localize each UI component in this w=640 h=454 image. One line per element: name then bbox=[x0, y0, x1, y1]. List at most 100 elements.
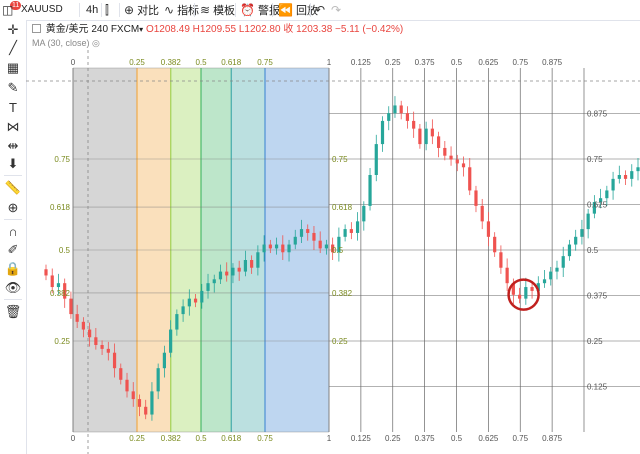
candle-body bbox=[380, 120, 385, 145]
legend-source: FXCM bbox=[110, 24, 140, 35]
circle-annotation bbox=[507, 278, 540, 311]
trash-icon[interactable]: 🗑 bbox=[4, 304, 22, 319]
alert-button[interactable]: ⏰ 警报 bbox=[240, 0, 280, 20]
menu-icon[interactable]: ◫ bbox=[2, 3, 14, 17]
eye-icon[interactable]: 👁 bbox=[4, 280, 22, 295]
candle-body bbox=[119, 368, 123, 380]
fib-price-label-left: 0.382 bbox=[50, 289, 71, 298]
redo-button[interactable]: ↷ bbox=[331, 0, 344, 20]
candle-body bbox=[218, 271, 223, 280]
candle-body bbox=[493, 236, 497, 253]
symbol-search[interactable]: XAUUSD bbox=[21, 4, 63, 15]
text-icon[interactable]: T bbox=[9, 100, 17, 115]
candle-body bbox=[599, 198, 603, 203]
candle-body bbox=[486, 221, 491, 237]
grid-bottom-label: 0.375 bbox=[415, 434, 436, 443]
candle-body bbox=[337, 236, 341, 253]
candle-body bbox=[449, 155, 453, 160]
candle-body bbox=[262, 244, 266, 253]
trend-line-icon[interactable]: ╱ bbox=[9, 40, 17, 55]
fib-price-label-right: 0.75 bbox=[332, 155, 348, 164]
collapse-icon[interactable] bbox=[32, 24, 41, 33]
candle-body bbox=[44, 269, 48, 276]
candle-body bbox=[56, 283, 61, 288]
grid-top-label: 0.75 bbox=[512, 58, 528, 67]
indicators-button[interactable]: ∿ 指标 bbox=[164, 0, 199, 20]
candle-body bbox=[137, 399, 142, 407]
lock-icon[interactable]: 🔒 bbox=[4, 261, 22, 276]
candle-body bbox=[405, 113, 410, 121]
grid-price-label: 0.125 bbox=[587, 383, 608, 392]
chart-canvas[interactable]: 0 0 0.25 0.25 0.382 0.382 0.5 0.5 0.618 0.618 0.75… bbox=[26, 50, 640, 454]
grid-bottom-label: 0.125 bbox=[351, 434, 372, 443]
candle-body bbox=[436, 136, 441, 148]
legend-low: L1202.80 bbox=[238, 24, 281, 35]
candle-body bbox=[75, 314, 79, 322]
candle-body bbox=[630, 171, 634, 179]
candle-body bbox=[611, 178, 615, 191]
fib-bottom-label: 0.618 bbox=[221, 434, 242, 443]
undo-button[interactable]: ↶ bbox=[315, 0, 328, 20]
fib-grid-icon[interactable]: ▦ bbox=[6, 60, 20, 75]
candle-body bbox=[125, 379, 129, 392]
rewind-icon: ⏪ bbox=[278, 3, 293, 17]
templates-button[interactable]: ≋ 模板 bbox=[200, 0, 235, 20]
grid-price-label: 0.5 bbox=[587, 246, 599, 255]
candle-body bbox=[468, 167, 472, 191]
replay-button[interactable]: ⏪ 回放 bbox=[278, 0, 318, 20]
candle-body bbox=[443, 147, 447, 156]
candle-body bbox=[455, 159, 459, 164]
fib-top-label: 0 bbox=[71, 58, 76, 67]
candle-body bbox=[374, 144, 378, 175]
drawing-toolbar: ✛ ╱ ▦ ✎ T ⋈ ⇹ ⬇ 📏 ⊕ ∩ ✐ 🔒 👁 🗑 bbox=[0, 20, 27, 454]
chart-style-button[interactable]: ⫿ bbox=[105, 0, 112, 20]
fib-bottom-label: 1 bbox=[327, 434, 332, 443]
candle-body bbox=[324, 244, 329, 249]
candle-body bbox=[480, 205, 484, 222]
arrow-down-icon[interactable]: ⬇ bbox=[7, 156, 19, 171]
undo-icon: ↶ bbox=[315, 3, 326, 17]
fib-top-label: 0.382 bbox=[161, 58, 182, 67]
candle-body bbox=[287, 244, 291, 253]
candle-body bbox=[461, 163, 466, 168]
fib-bottom-label: 0.5 bbox=[195, 434, 207, 443]
candle-body bbox=[586, 213, 590, 230]
fib-price-label-left: 0.75 bbox=[54, 155, 70, 164]
crosshair-icon[interactable]: ✛ bbox=[7, 22, 19, 37]
candle-body bbox=[574, 236, 578, 245]
compare-label: 对比 bbox=[137, 5, 160, 17]
fib-bottom-label: 0.25 bbox=[129, 434, 145, 443]
candle-body bbox=[100, 345, 104, 349]
lock-drawings-icon[interactable]: ✐ bbox=[7, 242, 19, 257]
candle-body bbox=[69, 298, 73, 315]
compare-button[interactable]: ⊕ 对比 bbox=[124, 0, 159, 20]
grid-top-label: 0.875 bbox=[542, 58, 563, 67]
grid-price-label: 0.625 bbox=[587, 201, 608, 210]
ruler-icon[interactable]: 📏 bbox=[4, 180, 22, 195]
candle-body bbox=[250, 260, 254, 268]
grid-price-label: 0.875 bbox=[587, 110, 608, 119]
candle-body bbox=[605, 190, 609, 199]
eye-icon[interactable]: ◎ bbox=[92, 38, 100, 48]
measure-icon[interactable]: ⇹ bbox=[7, 138, 19, 153]
grid-bottom-label: 0.5 bbox=[451, 434, 463, 443]
zoom-in-icon[interactable]: ⊕ bbox=[7, 200, 19, 215]
candle-body bbox=[617, 175, 621, 179]
fib-top-label: 0.75 bbox=[257, 58, 273, 67]
alert-label: 警报 bbox=[257, 5, 280, 17]
candle-body bbox=[293, 236, 297, 245]
grid-price-label: 0.75 bbox=[587, 155, 603, 164]
brush-icon[interactable]: ✎ bbox=[7, 80, 19, 95]
chevron-down-icon[interactable]: ▾ bbox=[139, 25, 144, 34]
candle-body bbox=[144, 406, 148, 415]
candle-body bbox=[50, 275, 54, 288]
candle-body bbox=[274, 244, 279, 249]
redo-icon: ↷ bbox=[331, 3, 342, 17]
candle-body bbox=[393, 105, 397, 114]
interval-button[interactable]: 4h bbox=[86, 4, 99, 16]
candle-body bbox=[181, 306, 185, 315]
magnet-icon[interactable]: ∩ bbox=[8, 224, 18, 239]
candle-body bbox=[399, 105, 403, 114]
pattern-icon[interactable]: ⋈ bbox=[6, 119, 20, 134]
candle-body bbox=[567, 244, 572, 257]
